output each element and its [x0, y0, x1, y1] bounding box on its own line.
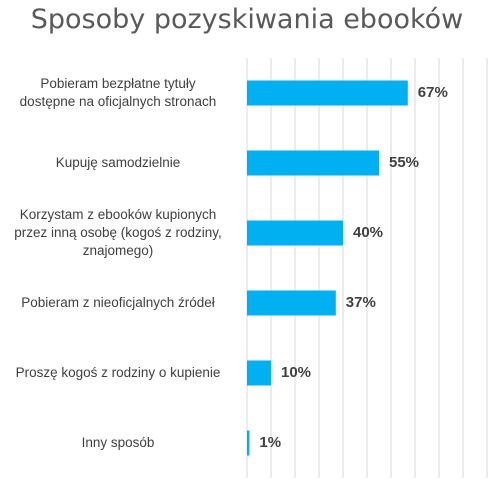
- category-label-line: znajomego): [82, 243, 154, 258]
- category-label: Pobieram bezpłatne tytuły dostępne na ofi…: [4, 75, 232, 111]
- category-label: Korzystam z ebooków kupionych przez inną …: [4, 206, 232, 260]
- bar: [247, 80, 408, 106]
- category-label: Pobieram z nieoficjalnych źródeł: [4, 294, 232, 312]
- value-label: 10%: [281, 364, 312, 381]
- value-label: 55%: [389, 154, 420, 171]
- category-label: Proszę kogoś z rodziny o kupienie: [4, 364, 232, 382]
- bar: [247, 150, 379, 176]
- bar: [247, 430, 250, 456]
- value-label: 37%: [345, 294, 376, 311]
- chart-title: Sposoby pozyskiwania ebooków: [30, 4, 464, 35]
- bar: [247, 290, 336, 316]
- category-label: Kupuję samodzielnie: [4, 154, 232, 172]
- category-label-line: Proszę kogoś z rodziny o kupienie: [15, 365, 221, 380]
- value-label: 40%: [353, 224, 384, 241]
- category-label-line: Inny sposób: [81, 435, 155, 450]
- bar: [247, 220, 343, 246]
- value-label: 1%: [259, 434, 282, 451]
- category-label: Inny sposób: [4, 434, 232, 452]
- category-label-line: przez inną osobę (kogoś z rodziny,: [14, 225, 222, 240]
- category-label-line: Kupuję samodzielnie: [55, 155, 181, 170]
- category-label-line: Korzystam z ebooków kupionych: [19, 207, 217, 222]
- category-label-line: dostępne na oficjalnych stronach: [19, 94, 217, 109]
- bar: [247, 360, 271, 386]
- value-label: 67%: [417, 84, 448, 101]
- category-label-line: Pobieram bezpłatne tytuły: [40, 76, 196, 91]
- category-label-line: Pobieram z nieoficjalnych źródeł: [21, 295, 215, 310]
